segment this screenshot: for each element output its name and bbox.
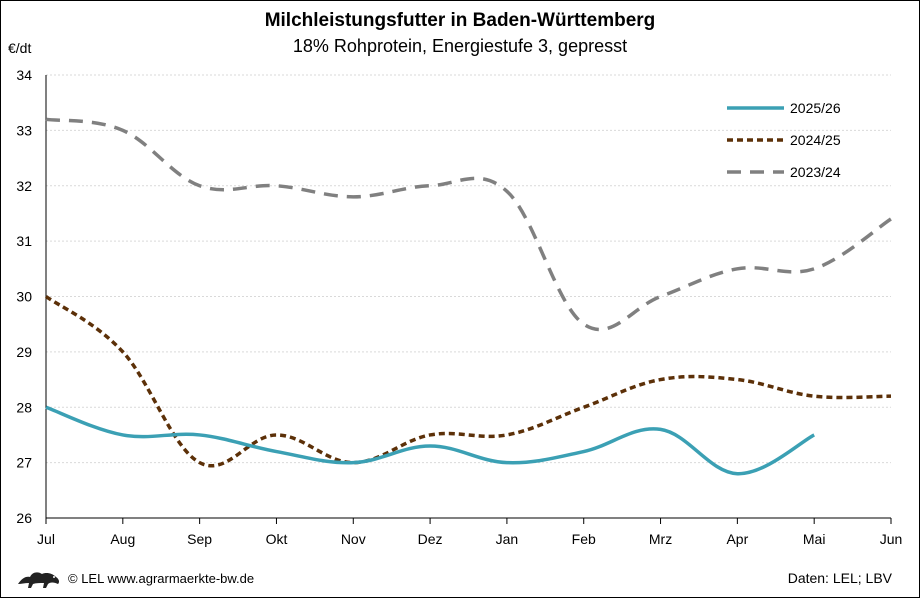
x-tick-label: Jun: [880, 531, 903, 547]
y-tick-label: 34: [16, 67, 32, 83]
x-tick-label: Mrz: [649, 531, 672, 547]
y-tick-label: 33: [16, 122, 32, 138]
legend-label: 2024/25: [790, 132, 841, 148]
y-tick-label: 26: [16, 510, 32, 526]
x-tick-label: Sep: [187, 531, 212, 547]
chart-subtitle: 18% Rohprotein, Energiestufe 3, gepresst: [292, 36, 628, 56]
x-tick-label: Okt: [266, 531, 288, 547]
y-tick-label: 29: [16, 344, 32, 360]
series-line-2023-24: [45, 117, 892, 332]
y-tick-label: 27: [16, 455, 32, 471]
legend: 2025/26 2024/25 2023/24: [727, 100, 841, 180]
x-tick-label: Dez: [418, 531, 443, 547]
y-tick-label: 31: [16, 233, 32, 249]
grid-lines: [46, 74, 891, 464]
footer-source: Daten: LEL; LBV: [787, 570, 892, 586]
y-axis-unit: €/dt: [8, 40, 31, 56]
x-tick-label: Nov: [341, 531, 366, 547]
x-tick-label: Mai: [803, 531, 826, 547]
series-line-2024-25: [44, 295, 892, 468]
x-tick-label: Apr: [726, 531, 748, 547]
x-tick-label: Feb: [572, 531, 596, 547]
y-tick-label: 28: [16, 399, 32, 415]
chart-title: Milchleistungsfutter in Baden-Württember…: [264, 10, 656, 31]
x-tick-label: Jul: [37, 531, 55, 547]
x-tick-label: Aug: [110, 531, 135, 547]
y-tick-label: 32: [16, 178, 32, 194]
series-line-2025-26: [45, 405, 816, 476]
series-lines: [44, 117, 892, 476]
legend-label: 2023/24: [790, 164, 841, 180]
x-tick-label: Jan: [496, 531, 519, 547]
y-tick-label: 30: [16, 289, 32, 305]
legend-label: 2025/26: [790, 100, 841, 116]
baden-wuerttemberg-lion-logo-icon: [16, 568, 62, 595]
axes: 26 27 28 29 30 31 32 33 34 €/dt Jul Aug Sep Okt Nov Dez…: [8, 40, 902, 547]
footer-copyright: © LEL www.agrarmaerkte-bw.de: [68, 571, 255, 586]
